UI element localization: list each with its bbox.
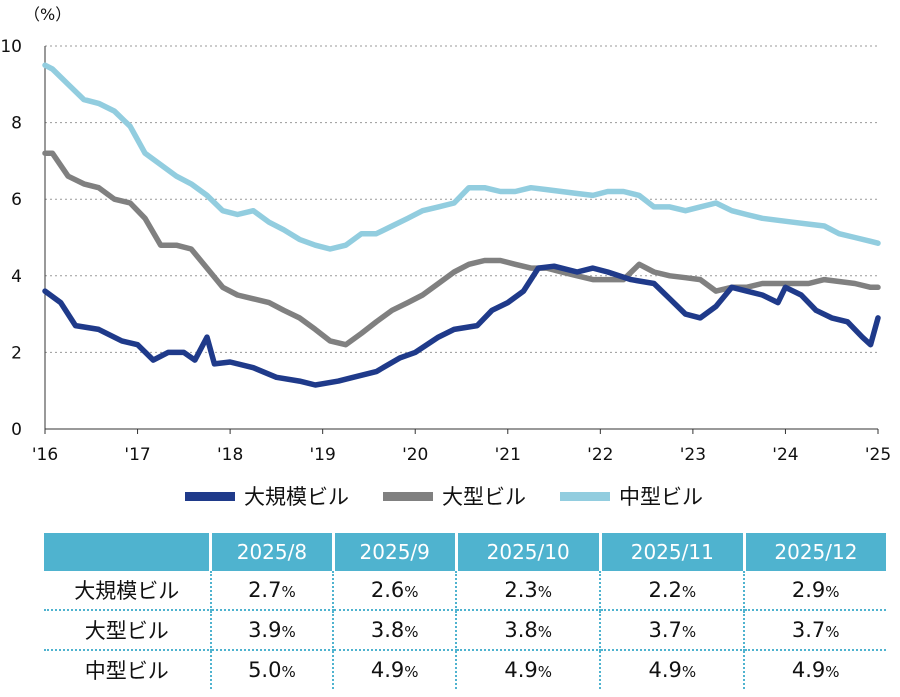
- legend-swatch-1: [383, 491, 433, 501]
- table-cell: 2.9%: [744, 571, 886, 611]
- table-header-cell: 2025/9: [333, 533, 458, 571]
- series-line-0: [42, 263, 881, 388]
- x-tick-label: '22: [587, 445, 613, 465]
- y-tick-label: 2: [11, 343, 22, 363]
- axes: [44, 46, 879, 434]
- x-tick-label: '24: [772, 445, 798, 465]
- legend-item-2: 中型ビル: [560, 481, 703, 511]
- table-cell: 2.2%: [600, 571, 746, 611]
- cell-value: 3.7: [791, 618, 826, 642]
- cell-value: 3.9: [248, 618, 282, 642]
- cell-unit: %: [825, 583, 840, 601]
- y-unit-label: （%）: [24, 5, 71, 24]
- cell-value: 4.9: [370, 658, 405, 682]
- x-tick-label: '20: [402, 445, 428, 465]
- legend-item-1: 大型ビル: [383, 481, 526, 511]
- cell-unit: %: [537, 663, 553, 681]
- y-tick-labels: 0 2 4 6 8 10: [0, 37, 22, 440]
- cell-value: 2.9: [791, 578, 826, 602]
- table-cell: 5.0%: [210, 650, 335, 689]
- legend-label-1: 大型ビル: [442, 485, 526, 509]
- table-row: 大型ビル 3.9% 3.8% 3.8% 3.7% 3.7%: [44, 610, 886, 651]
- table-cell: 3.7%: [744, 610, 886, 651]
- cell-value: 2.3: [504, 578, 538, 602]
- cell-unit: %: [681, 583, 697, 601]
- table-cell: 2.7%: [210, 571, 335, 611]
- row-label: 大規模ビル: [44, 571, 212, 611]
- y-tick-label: 8: [11, 114, 22, 134]
- table-header-row: 2025/8 2025/9 2025/10 2025/11 2025/12: [44, 533, 886, 571]
- line-chart: 0 2 4 6 8 10 '16 '17 '18 '19 '20 '21 '22 '23 '24 '25 （…: [0, 5, 891, 465]
- cell-unit: %: [681, 663, 697, 681]
- cell-value: 3.8: [504, 618, 538, 642]
- table-header-cell: 2025/11: [600, 533, 746, 571]
- cell-unit: %: [281, 623, 296, 641]
- table-row: 大規模ビル 2.7% 2.6% 2.3% 2.2% 2.9%: [44, 571, 886, 611]
- x-tick-label: '16: [32, 445, 58, 465]
- x-tick-labels: '16 '17 '18 '19 '20 '21 '22 '23 '24 '25: [32, 445, 891, 465]
- table-cell: 4.9%: [456, 650, 602, 689]
- x-tick-label: '23: [680, 445, 706, 465]
- cell-value: 4.9: [791, 658, 826, 682]
- x-tick-label: '25: [865, 445, 891, 465]
- cell-unit: %: [537, 583, 553, 601]
- table-cell: 2.6%: [333, 571, 458, 611]
- cell-value: 2.2: [648, 578, 682, 602]
- y-tick-label: 6: [11, 190, 22, 210]
- table-cell: 2.3%: [456, 571, 602, 611]
- table-corner-cell: [44, 533, 212, 571]
- table-header-cell: 2025/8: [210, 533, 335, 571]
- series-lines: [42, 62, 881, 388]
- table-cell: 4.9%: [600, 650, 746, 689]
- legend-item-0: 大規模ビル: [185, 481, 349, 511]
- legend: 大規模ビル 大型ビル 中型ビル: [185, 481, 737, 511]
- table-cell: 3.8%: [456, 610, 602, 651]
- cell-value: 4.9: [504, 658, 538, 682]
- cell-value: 4.9: [648, 658, 682, 682]
- table-cell: 4.9%: [744, 650, 886, 689]
- cell-unit: %: [681, 623, 697, 641]
- table-row: 中型ビル 5.0% 4.9% 4.9% 4.9% 4.9%: [44, 650, 886, 689]
- table-header-cell: 2025/10: [456, 533, 602, 571]
- cell-unit: %: [825, 663, 840, 681]
- legend-swatch-0: [185, 491, 235, 501]
- cell-value: 5.0: [248, 658, 282, 682]
- table-cell: 3.9%: [210, 610, 335, 651]
- cell-value: 2.7: [248, 578, 282, 602]
- table-header-cell: 2025/12: [744, 533, 886, 571]
- legend-label-2: 中型ビル: [619, 485, 703, 509]
- row-label: 大型ビル: [44, 610, 212, 651]
- x-tick-label: '17: [124, 445, 150, 465]
- x-tick-label: '19: [310, 445, 336, 465]
- y-tick-label: 4: [11, 267, 22, 287]
- series-line-2: [42, 62, 881, 252]
- legend-swatch-2: [560, 491, 610, 501]
- series-line-1: [42, 150, 881, 348]
- cell-unit: %: [404, 583, 419, 601]
- table-cell: 3.7%: [600, 610, 746, 651]
- cell-unit: %: [825, 623, 840, 641]
- table-cell: 3.8%: [333, 610, 458, 651]
- x-tick-label: '21: [495, 445, 521, 465]
- cell-value: 3.7: [648, 618, 682, 642]
- row-label: 中型ビル: [44, 650, 212, 689]
- cell-value: 2.6: [370, 578, 405, 602]
- cell-unit: %: [281, 583, 296, 601]
- cell-unit: %: [404, 663, 419, 681]
- y-tick-label: 0: [11, 420, 22, 440]
- x-tick-label: '18: [217, 445, 243, 465]
- cell-unit: %: [404, 623, 419, 641]
- cell-value: 3.8: [370, 618, 405, 642]
- vacancy-table: 2025/8 2025/9 2025/10 2025/11 2025/12 大規…: [44, 533, 886, 689]
- legend-label-0: 大規模ビル: [244, 485, 349, 509]
- cell-unit: %: [537, 623, 553, 641]
- y-tick-label: 10: [0, 37, 22, 57]
- cell-unit: %: [281, 663, 296, 681]
- table-cell: 4.9%: [333, 650, 458, 689]
